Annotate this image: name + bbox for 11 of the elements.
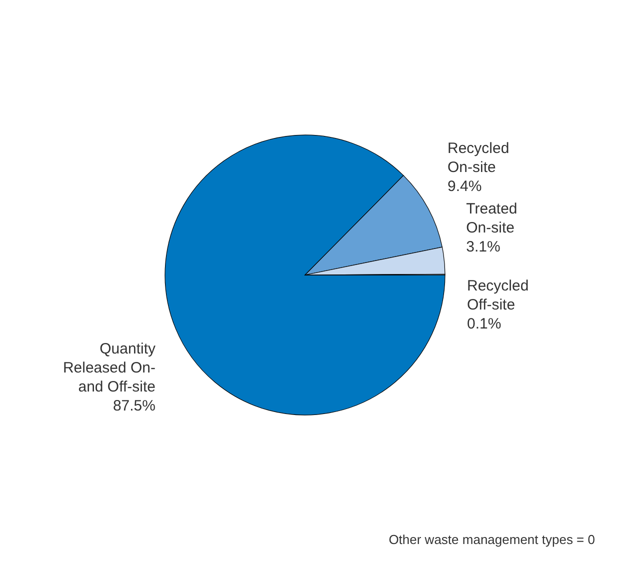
data-label: 87.5% [112, 397, 156, 414]
slice-label: Treated On-site [466, 200, 518, 236]
data-label: 3.1% [466, 238, 500, 256]
slice-label: Recycled Off-site [467, 277, 529, 314]
pie-slice [304, 175, 442, 276]
data-label: 9.4% [447, 178, 482, 195]
text: Other waste management types = 0 [388, 532, 595, 547]
pie-slice [164, 134, 446, 416]
slice-label: Recycled On-site [447, 140, 510, 176]
slice-label: Quantity Released On- and Off-site [62, 340, 156, 396]
data-label: 0.1% [467, 315, 502, 332]
